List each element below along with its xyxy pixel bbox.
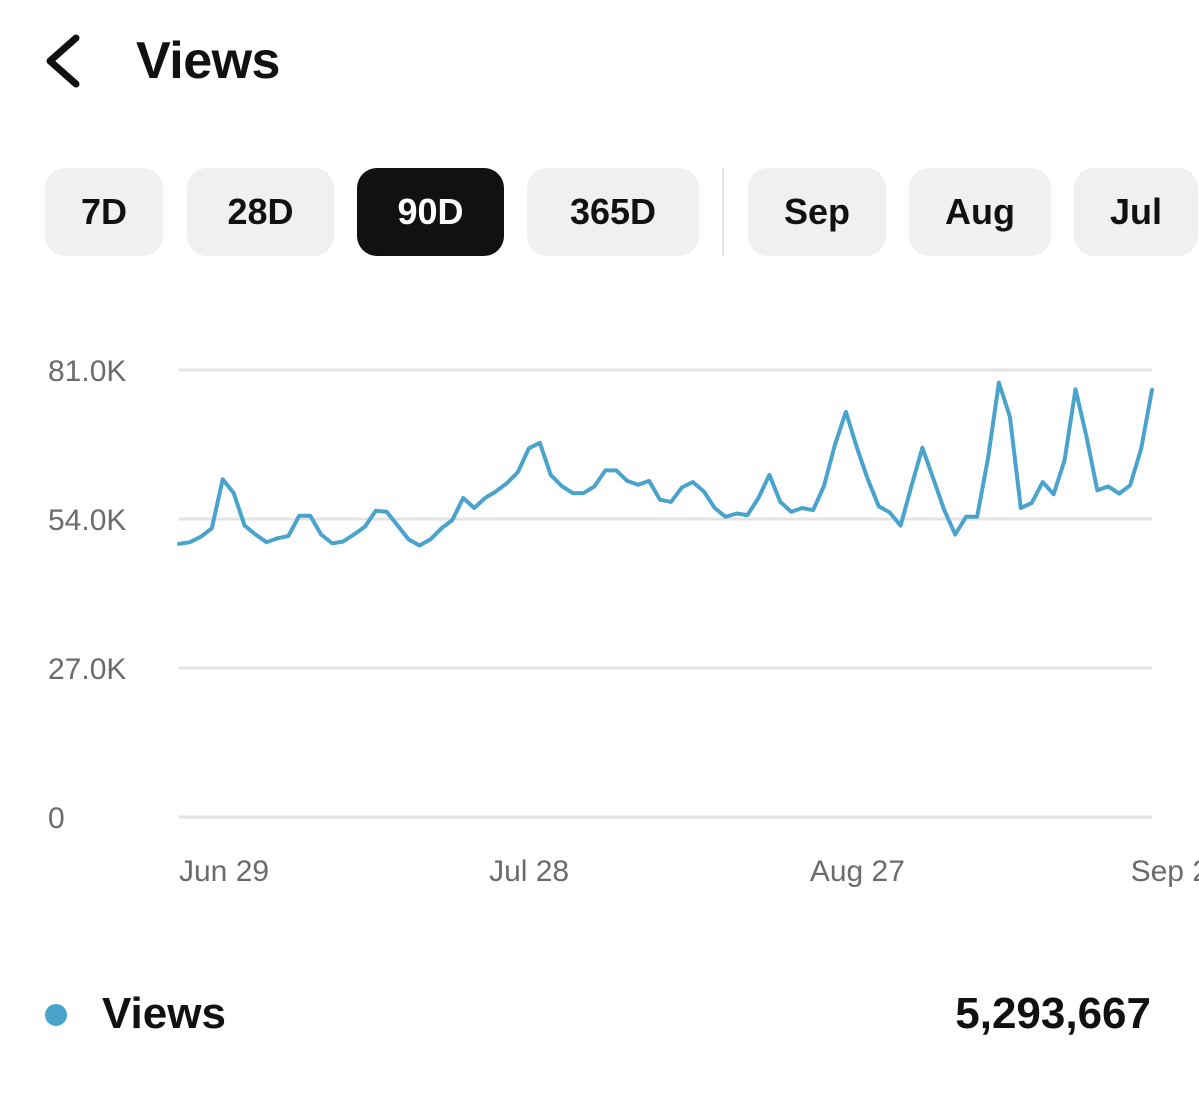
back-button[interactable] [40,28,90,94]
tab-jul[interactable]: Jul [1074,168,1198,256]
tab-aug[interactable]: Aug [909,168,1051,256]
tab-90d[interactable]: 90D [357,168,504,256]
tab-365d[interactable]: 365D [527,168,699,256]
tab-7d[interactable]: 7D [45,168,163,256]
views-total: 5,293,667 [955,989,1151,1038]
x-tick-label: Sep 26 [1131,855,1199,888]
series-line-views [177,380,1154,548]
legend: Views 5,293,667 [0,980,1199,1050]
legend-series-label: Views [102,989,226,1038]
header: Views [0,0,1199,120]
y-tick-label: 0 [48,802,65,835]
tab-sep[interactable]: Sep [748,168,886,256]
tab-divider [722,168,724,256]
page-title: Views [136,32,280,90]
date-range-selector: 7D 28D 90D 365D Sep Aug Jul [0,168,1199,256]
y-tick-label: 27.0K [48,653,126,686]
chevron-left-icon [46,34,80,88]
views-line-chart: 81.0K 54.0K 27.0K 0 Jun 29 Jul 28 Aug 27 Sep 26 [48,355,1199,888]
x-tick-label: Jun 29 [179,855,269,888]
y-tick-label: 54.0K [48,504,126,537]
x-tick-label: Aug 27 [810,855,905,888]
x-tick-label: Jul 28 [489,855,569,888]
legend-dot-icon [45,1004,67,1026]
y-tick-label: 81.0K [48,355,126,388]
tab-28d[interactable]: 28D [187,168,334,256]
